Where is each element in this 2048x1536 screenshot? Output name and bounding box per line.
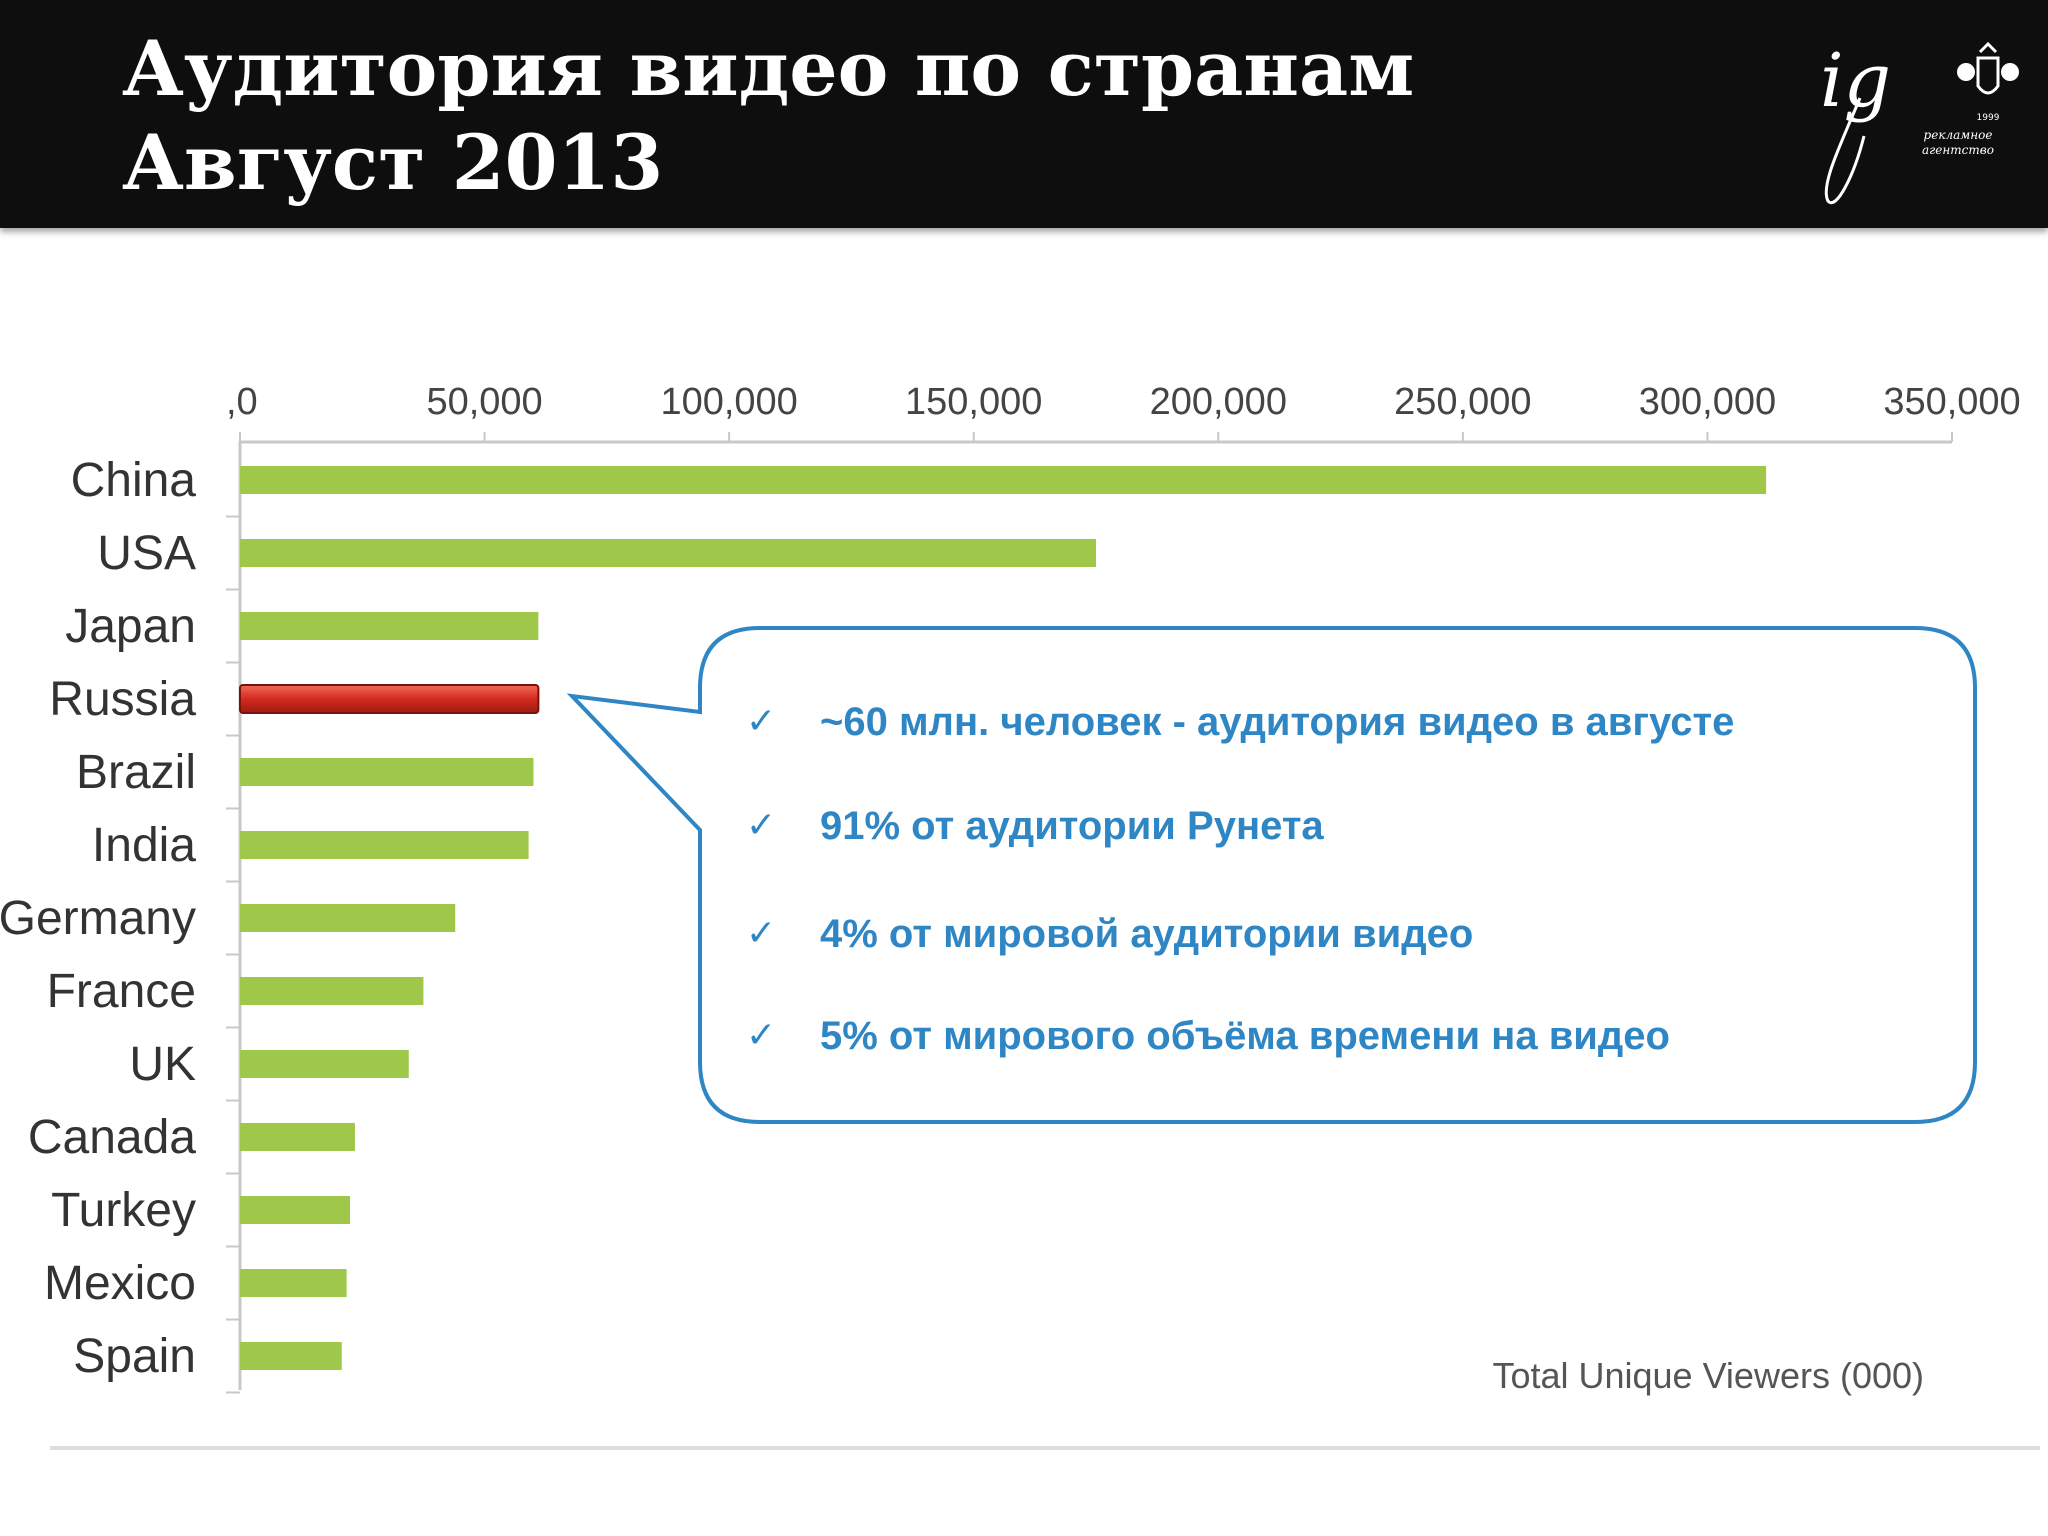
category-label: France xyxy=(47,965,196,1018)
bar-india xyxy=(240,831,529,859)
logo-line1: рекламное xyxy=(1923,128,1993,142)
callout-item: 4% от мировой аудитории видео xyxy=(820,912,1474,956)
bar-brazil xyxy=(240,758,534,786)
x-tick-label: 250,000 xyxy=(1394,381,1531,423)
agency-logo: ig 1999 xyxy=(1820,38,2019,205)
callout-bubble xyxy=(566,626,1977,1124)
slide-title: Аудитория видео по странам xyxy=(122,24,1415,113)
category-label: India xyxy=(92,819,196,872)
bar-uk xyxy=(240,1050,409,1078)
x-tick-label: 150,000 xyxy=(905,381,1042,423)
category-label: Brazil xyxy=(76,746,196,799)
x-tick-label: 350,000 xyxy=(1883,381,2020,423)
x-tick-label: 200,000 xyxy=(1150,381,1287,423)
callout-item: ~60 млн. человек - аудитория видео в авг… xyxy=(820,700,1735,744)
category-label: Germany xyxy=(0,892,196,945)
category-label: Spain xyxy=(73,1330,196,1383)
category-label: Turkey xyxy=(51,1184,196,1237)
logo-line2: агентство xyxy=(1922,143,1994,157)
x-tick-label: ,0 xyxy=(226,381,258,423)
bar-germany xyxy=(240,904,456,932)
bottom-divider xyxy=(50,1446,2040,1450)
bar-usa xyxy=(240,539,1096,567)
callout-item: 5% от мирового объёма времени на видео xyxy=(820,1014,1670,1058)
callout-item: 91% от аудитории Рунета xyxy=(820,804,1324,848)
category-label: China xyxy=(71,454,197,507)
x-tick-label: 100,000 xyxy=(660,381,797,423)
bar-canada xyxy=(240,1123,355,1151)
category-label: UK xyxy=(129,1038,196,1091)
x-axis-note: Total Unique Viewers (000) xyxy=(1492,1355,1924,1396)
bar-spain xyxy=(240,1342,342,1370)
checkmark-icon: ✓ xyxy=(746,701,777,742)
category-label: Mexico xyxy=(44,1257,196,1310)
bar-russia xyxy=(239,684,540,714)
x-tick-label: 300,000 xyxy=(1639,381,1776,423)
bar-turkey xyxy=(240,1196,351,1224)
bar-france xyxy=(240,977,424,1005)
slide-header: Аудитория видео по странам Август 2013 i… xyxy=(0,0,2048,228)
category-label: USA xyxy=(97,527,196,580)
logo-year: 1999 xyxy=(1977,113,2000,123)
checkmark-icon: ✓ xyxy=(746,1015,777,1056)
slide-subtitle: Август 2013 xyxy=(122,118,664,207)
x-tick-label: 50,000 xyxy=(426,381,542,423)
bar-mexico xyxy=(240,1269,347,1297)
bar-china xyxy=(240,466,1767,494)
checkmark-icon: ✓ xyxy=(746,913,777,954)
crest-icon xyxy=(1957,41,2019,95)
bar-japan xyxy=(240,612,539,640)
checkmark-icon: ✓ xyxy=(746,805,777,846)
category-label: Japan xyxy=(65,600,196,653)
category-label: Canada xyxy=(28,1111,196,1164)
category-label: Russia xyxy=(49,673,196,726)
